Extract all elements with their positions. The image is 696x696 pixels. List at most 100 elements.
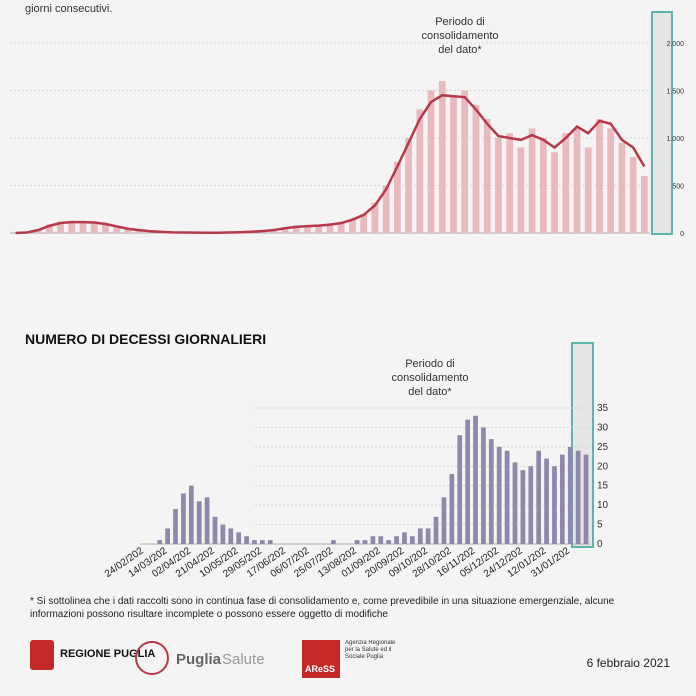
bar — [450, 95, 457, 233]
bar — [349, 218, 356, 233]
annotation-line: Periodo di — [405, 358, 455, 370]
bar — [575, 450, 581, 544]
bar — [425, 528, 431, 544]
annotation-line: consolidamento — [391, 372, 468, 384]
bar — [102, 224, 109, 233]
bar — [629, 157, 637, 233]
bar — [512, 462, 518, 544]
line — [15, 93, 646, 235]
bar — [188, 485, 194, 544]
bar — [157, 540, 163, 544]
bar — [326, 224, 334, 233]
bar — [481, 427, 486, 544]
date: 6 febbraio 2021 — [587, 656, 671, 670]
bar — [573, 128, 581, 233]
bar — [181, 493, 186, 544]
bar — [267, 540, 273, 544]
bar — [79, 222, 87, 233]
bar — [354, 540, 360, 544]
header-text: giorni consecutivi. — [25, 3, 112, 15]
bar — [641, 176, 648, 233]
bar — [113, 227, 121, 233]
bar — [560, 454, 565, 544]
logo-icon — [302, 640, 340, 678]
bar — [292, 225, 300, 233]
bar — [315, 225, 323, 233]
bar — [488, 439, 494, 544]
y-tick-label: 0 — [597, 539, 603, 550]
bar — [135, 230, 143, 233]
bar — [57, 221, 64, 233]
bar — [382, 185, 390, 233]
y-tick-label: 1.000 — [666, 136, 684, 143]
bar — [260, 540, 265, 544]
bar — [386, 540, 392, 544]
bar — [506, 133, 514, 233]
bar — [337, 222, 345, 233]
bar — [370, 536, 376, 544]
bar — [378, 536, 384, 544]
annotation: Periodo di consolidamento del dato* — [391, 358, 468, 398]
bar — [473, 415, 478, 544]
bar — [528, 466, 534, 544]
annotation-line: Periodo di — [435, 16, 485, 28]
bar — [304, 226, 311, 233]
bar — [465, 419, 470, 544]
bar — [438, 81, 446, 233]
footnote: * Si sottolinea che i dati raccolti sono… — [30, 596, 615, 620]
bar — [173, 509, 178, 544]
y-tick-label: 25 — [597, 442, 609, 453]
annotation-line: consolidamento — [421, 30, 498, 42]
logo-subtext: Agenzia Regionale per la Salute ed il So… — [345, 640, 396, 660]
y-tick-label: 1.500 — [666, 89, 684, 96]
annotation-line: del dato* — [408, 386, 452, 398]
logo-text: REGIONE PUGLIA — [60, 648, 155, 660]
bar — [584, 147, 592, 233]
logo-icon — [30, 640, 54, 670]
bar — [517, 147, 525, 233]
bar — [433, 516, 439, 544]
bar — [371, 202, 379, 233]
bar — [236, 532, 242, 544]
bar — [228, 528, 234, 544]
logo-icon — [135, 641, 169, 675]
bar — [449, 474, 455, 544]
bar — [457, 435, 463, 544]
annotation-line: del dato* — [438, 44, 482, 56]
bar — [220, 524, 226, 544]
bar — [416, 109, 424, 233]
bar — [461, 90, 469, 233]
bar — [552, 466, 557, 544]
bar — [583, 454, 589, 544]
logo-text: AReSS — [305, 664, 335, 674]
bar — [504, 450, 510, 544]
highlight-box — [651, 11, 673, 235]
y-tick-label: 20 — [597, 461, 609, 472]
bar — [536, 450, 542, 544]
bar — [204, 497, 210, 544]
bar — [196, 501, 202, 544]
bar — [362, 540, 368, 544]
bar — [567, 446, 573, 544]
logo-text: Salute — [222, 651, 265, 668]
bar — [544, 458, 549, 544]
bar — [417, 528, 423, 544]
y-tick-label: 10 — [597, 500, 609, 511]
bar — [496, 446, 502, 544]
bar — [405, 138, 412, 233]
bar — [551, 152, 558, 233]
y-tick-label: 35 — [597, 403, 609, 414]
logo-subtext: Agenzia Regionale per la Salute ed il So… — [345, 640, 396, 660]
bar — [539, 138, 547, 233]
y-tick-label: 5 — [597, 520, 603, 531]
bar — [90, 221, 98, 233]
bar — [441, 497, 447, 544]
y-tick-label: 500 — [672, 184, 684, 191]
bar — [124, 229, 132, 233]
bar — [495, 138, 502, 233]
bar — [472, 104, 480, 233]
bar — [281, 227, 289, 233]
logo-text: Puglia — [176, 651, 222, 668]
bar — [618, 142, 626, 233]
